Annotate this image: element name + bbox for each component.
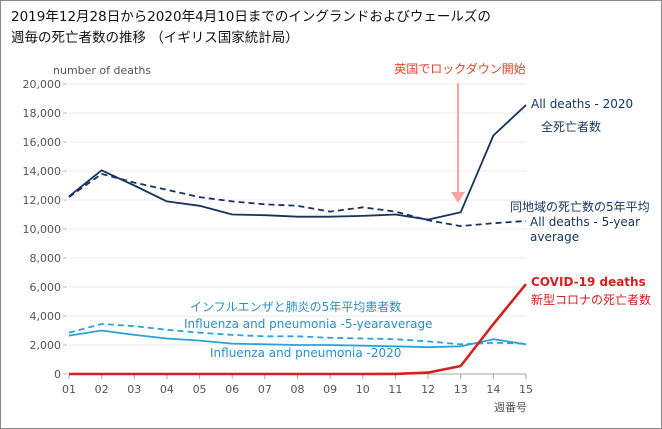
x-tick-label: 01 — [62, 383, 76, 396]
label-flu-avg-ja: インフルエンザと肺炎の5年平均患者数 — [190, 299, 401, 314]
series-line-influenza-and-pneumonia-5-yearaverage — [68, 323, 527, 346]
label-all-deaths-avg-line2: average — [530, 230, 579, 244]
y-tick-label: 12,000 — [23, 194, 62, 207]
x-tick-label: 05 — [193, 383, 207, 396]
chart-title-line2: 週毎の死亡者数の推移 （イギリス国家統計局） — [11, 30, 299, 46]
x-tick-label: 15 — [519, 383, 533, 396]
label-all-deaths-avg-ja: 同地域の死亡数の5年平均 — [510, 199, 650, 214]
x-tick-label: 04 — [160, 383, 174, 396]
x-tick-label: 14 — [486, 383, 500, 396]
y-tick-label: 6,000 — [30, 281, 62, 294]
x-tick-label: 08 — [291, 383, 305, 396]
x-tick-label: 03 — [127, 383, 141, 396]
series-lines — [68, 104, 528, 376]
lockdown-arrow-head — [451, 192, 465, 203]
x-tick-label: 09 — [323, 383, 337, 396]
series-labels: All deaths - 2020 全死亡者数 同地域の死亡数の5年平均 All… — [184, 97, 651, 360]
x-tick-label: 10 — [356, 383, 370, 396]
label-all-deaths-avg-line1: All deaths - 5-year — [530, 215, 640, 229]
x-tick-label: 06 — [225, 383, 239, 396]
y-tick-label: 8,000 — [30, 252, 62, 265]
label-flu-avg: Influenza and pneumonia -5-yearaverage — [184, 317, 432, 331]
lockdown-annotation: 英国でロックダウン開始 — [394, 61, 526, 203]
label-all-deaths-2020-ja: 全死亡者数 — [541, 119, 601, 134]
lockdown-label: 英国でロックダウン開始 — [394, 61, 526, 76]
label-covid-ja: 新型コロナの死亡者数 — [531, 292, 651, 307]
y-tick-label: 2,000 — [30, 339, 62, 352]
y-tick-label: 10,000 — [23, 223, 62, 236]
label-flu-2020: Influenza and pneumonia -2020 — [210, 346, 401, 360]
x-tick-label: 07 — [258, 383, 272, 396]
chart-title-line1: 2019年12月28日から2020年4月10日までのイングランドおよびウェールズ… — [11, 9, 491, 25]
series-line-all-deaths-5-year-average — [68, 172, 527, 228]
y-tick-label: 0 — [54, 368, 61, 381]
series-line-influenza-and-pneumonia-2020 — [68, 329, 527, 349]
y-tick-label: 16,000 — [23, 136, 62, 149]
x-tick-label: 13 — [454, 383, 468, 396]
chart-title: 2019年12月28日から2020年4月10日までのイングランドおよびウェールズ… — [11, 7, 491, 49]
y-tick-label: 20,000 — [23, 78, 62, 91]
label-all-deaths-2020: All deaths - 2020 — [531, 97, 633, 111]
y-axis-label: number of deaths — [53, 64, 151, 77]
label-covid: COVID-19 deaths — [531, 275, 646, 289]
y-tick-label: 18,000 — [23, 107, 62, 120]
x-axis: 週番号 01 02 03 04 05 06 07 08 09 10 11 12 13 14 15 — [62, 373, 533, 414]
y-tick-label: 4,000 — [30, 310, 62, 323]
y-axis: number of deaths 0 2,000 4,000 6,000 8,000 10… — [23, 64, 152, 381]
series-line-all-deaths-2020 — [68, 104, 527, 221]
gridlines — [69, 83, 526, 346]
x-tick-label: 12 — [421, 383, 435, 396]
y-tick-label: 14,000 — [23, 165, 62, 178]
x-tick-label: 11 — [388, 383, 402, 396]
series-line-covid-19-deaths — [69, 283, 528, 376]
x-tick-label: 02 — [95, 383, 109, 396]
x-axis-label: 週番号 — [494, 401, 527, 414]
